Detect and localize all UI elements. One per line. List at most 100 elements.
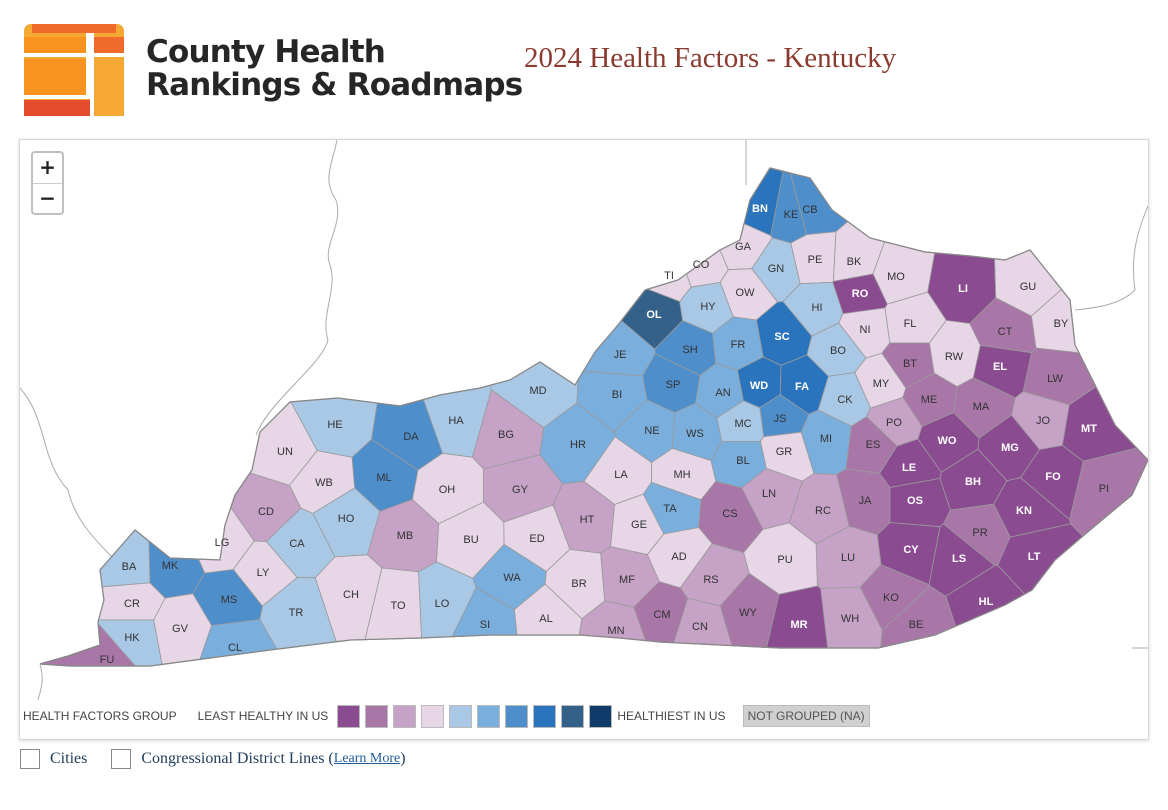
zoom-out-button[interactable]: − xyxy=(33,183,62,213)
county-label-cs: CS xyxy=(722,508,737,520)
county-label-mb: MB xyxy=(397,530,414,542)
district-lines-checkbox[interactable] xyxy=(111,749,132,769)
brand-line-1: County Health xyxy=(146,34,386,70)
county-label-la: LA xyxy=(614,469,628,481)
county-shapes[interactable] xyxy=(39,167,1148,667)
county-label-tr: TR xyxy=(289,607,304,619)
learn-more-link[interactable]: Learn More xyxy=(333,751,401,766)
county-label-ws: WS xyxy=(686,428,704,440)
county-label-jo: JO xyxy=(1036,415,1051,427)
county-label-ma: MA xyxy=(973,401,990,413)
zoom-in-button[interactable]: + xyxy=(39,155,56,179)
county-label-lt: LT xyxy=(1028,551,1041,563)
cities-checkbox[interactable] xyxy=(20,749,40,769)
county-label-wh: WH xyxy=(841,613,859,625)
county-label-ke: KE xyxy=(784,209,799,221)
county-label-be: BE xyxy=(909,619,924,631)
county-label-lg: LG xyxy=(215,537,230,549)
county-label-gy: GY xyxy=(512,484,529,496)
county-label-wy: WY xyxy=(739,607,757,619)
county-label-ly: LY xyxy=(257,567,270,579)
county-ba[interactable] xyxy=(99,529,151,588)
county-label-mn: MN xyxy=(607,625,624,637)
county-label-pu: PU xyxy=(777,554,792,566)
county-label-ja: JA xyxy=(859,495,873,507)
county-label-wb: WB xyxy=(315,477,333,489)
county-label-ro: RO xyxy=(852,288,869,300)
county-label-ho: HO xyxy=(338,513,355,525)
county-label-ha: HA xyxy=(448,415,464,427)
county-label-rc: RC xyxy=(815,505,831,517)
county-label-bn: BN xyxy=(752,203,768,215)
legend-swatch-7 xyxy=(505,704,529,728)
county-label-es: ES xyxy=(866,439,881,451)
legend-swatch-5 xyxy=(449,704,473,728)
county-label-wo: WO xyxy=(938,435,957,447)
county-label-li: LI xyxy=(958,283,968,295)
county-label-lo: LO xyxy=(435,598,450,610)
legend-swatch-9 xyxy=(561,704,585,728)
county-label-mf: MF xyxy=(619,574,635,586)
county-label-le: LE xyxy=(902,462,916,474)
county-label-ba: BA xyxy=(122,561,137,573)
county-label-rs: RS xyxy=(703,574,718,586)
county-label-rw: RW xyxy=(945,351,964,363)
legend-swatches xyxy=(337,704,617,728)
county-label-fr: FR xyxy=(731,339,746,351)
county-label-co: CO xyxy=(693,259,710,271)
county-label-sc: SC xyxy=(774,331,789,343)
county-label-cr: CR xyxy=(124,598,140,610)
county-label-by: BY xyxy=(1054,318,1069,330)
district-lines-label: Congressional District Lines ( xyxy=(141,750,334,767)
county-label-bh: BH xyxy=(965,476,981,488)
legend-not-grouped: NOT GROUPED (NA) xyxy=(742,705,870,727)
kentucky-county-map[interactable]: BN KE CB GA CO TI GN PE BK MO OW RO LI GU OL HY HI NI FL BY… xyxy=(20,140,1149,700)
county-label-gn: GN xyxy=(768,263,785,275)
county-label-os: OS xyxy=(907,495,923,507)
county-label-mh: MH xyxy=(673,469,690,481)
kentucky-state-border xyxy=(39,167,1148,667)
legend-swatch-4 xyxy=(421,704,445,728)
county-label-bt: BT xyxy=(903,358,917,370)
county-label-bi: BI xyxy=(612,389,622,401)
county-label-ge: GE xyxy=(631,519,647,531)
county-label-hy: HY xyxy=(700,301,716,313)
county-label-hi: HI xyxy=(812,302,823,314)
county-label-mo: MO xyxy=(887,271,905,283)
legend-title: HEALTH FACTORS GROUP xyxy=(23,709,177,723)
county-label-lu: LU xyxy=(841,552,855,564)
county-label-po: PO xyxy=(886,417,902,429)
county-label-si: SI xyxy=(480,619,490,631)
county-label-ed: ED xyxy=(529,533,544,545)
county-label-fu: FU xyxy=(100,654,115,666)
legend: HEALTH FACTORS GROUP LEAST HEALTHY IN US… xyxy=(23,704,870,728)
county-label-ni: NI xyxy=(860,324,871,336)
county-label-to: TO xyxy=(390,600,406,612)
county-label-mg: MG xyxy=(1001,442,1019,454)
county-label-ct: CT xyxy=(998,326,1013,338)
surrounding-state-lines xyxy=(20,140,1148,700)
county-label-ko: KO xyxy=(883,592,899,604)
county-label-pe: PE xyxy=(808,254,823,266)
county-label-ms: MS xyxy=(221,594,238,606)
chr-logo xyxy=(24,24,124,116)
county-label-ti: TI xyxy=(664,270,674,282)
county-label-cy: CY xyxy=(903,544,919,556)
brand-name: County Health Rankings & Roadmaps xyxy=(146,34,523,102)
county-label-pi: PI xyxy=(1099,483,1109,495)
county-label-wd: WD xyxy=(750,380,768,392)
county-label-ga: GA xyxy=(735,241,752,253)
county-label-me: ME xyxy=(921,394,938,406)
zoom-control[interactable]: + − xyxy=(31,151,64,215)
county-label-ca: CA xyxy=(289,538,305,550)
county-label-ol: OL xyxy=(646,309,662,321)
county-label-bk: BK xyxy=(847,256,862,268)
county-label-ad: AD xyxy=(671,551,686,563)
legend-swatch-1 xyxy=(337,704,361,728)
county-label-ta: TA xyxy=(663,503,677,515)
legend-swatch-3 xyxy=(393,704,417,728)
county-label-mt: MT xyxy=(1081,423,1097,435)
county-label-ht: HT xyxy=(580,514,595,526)
legend-swatch-2 xyxy=(365,704,389,728)
map-panel[interactable]: BN KE CB GA CO TI GN PE BK MO OW RO LI GU OL HY HI NI FL BY… xyxy=(19,139,1149,740)
